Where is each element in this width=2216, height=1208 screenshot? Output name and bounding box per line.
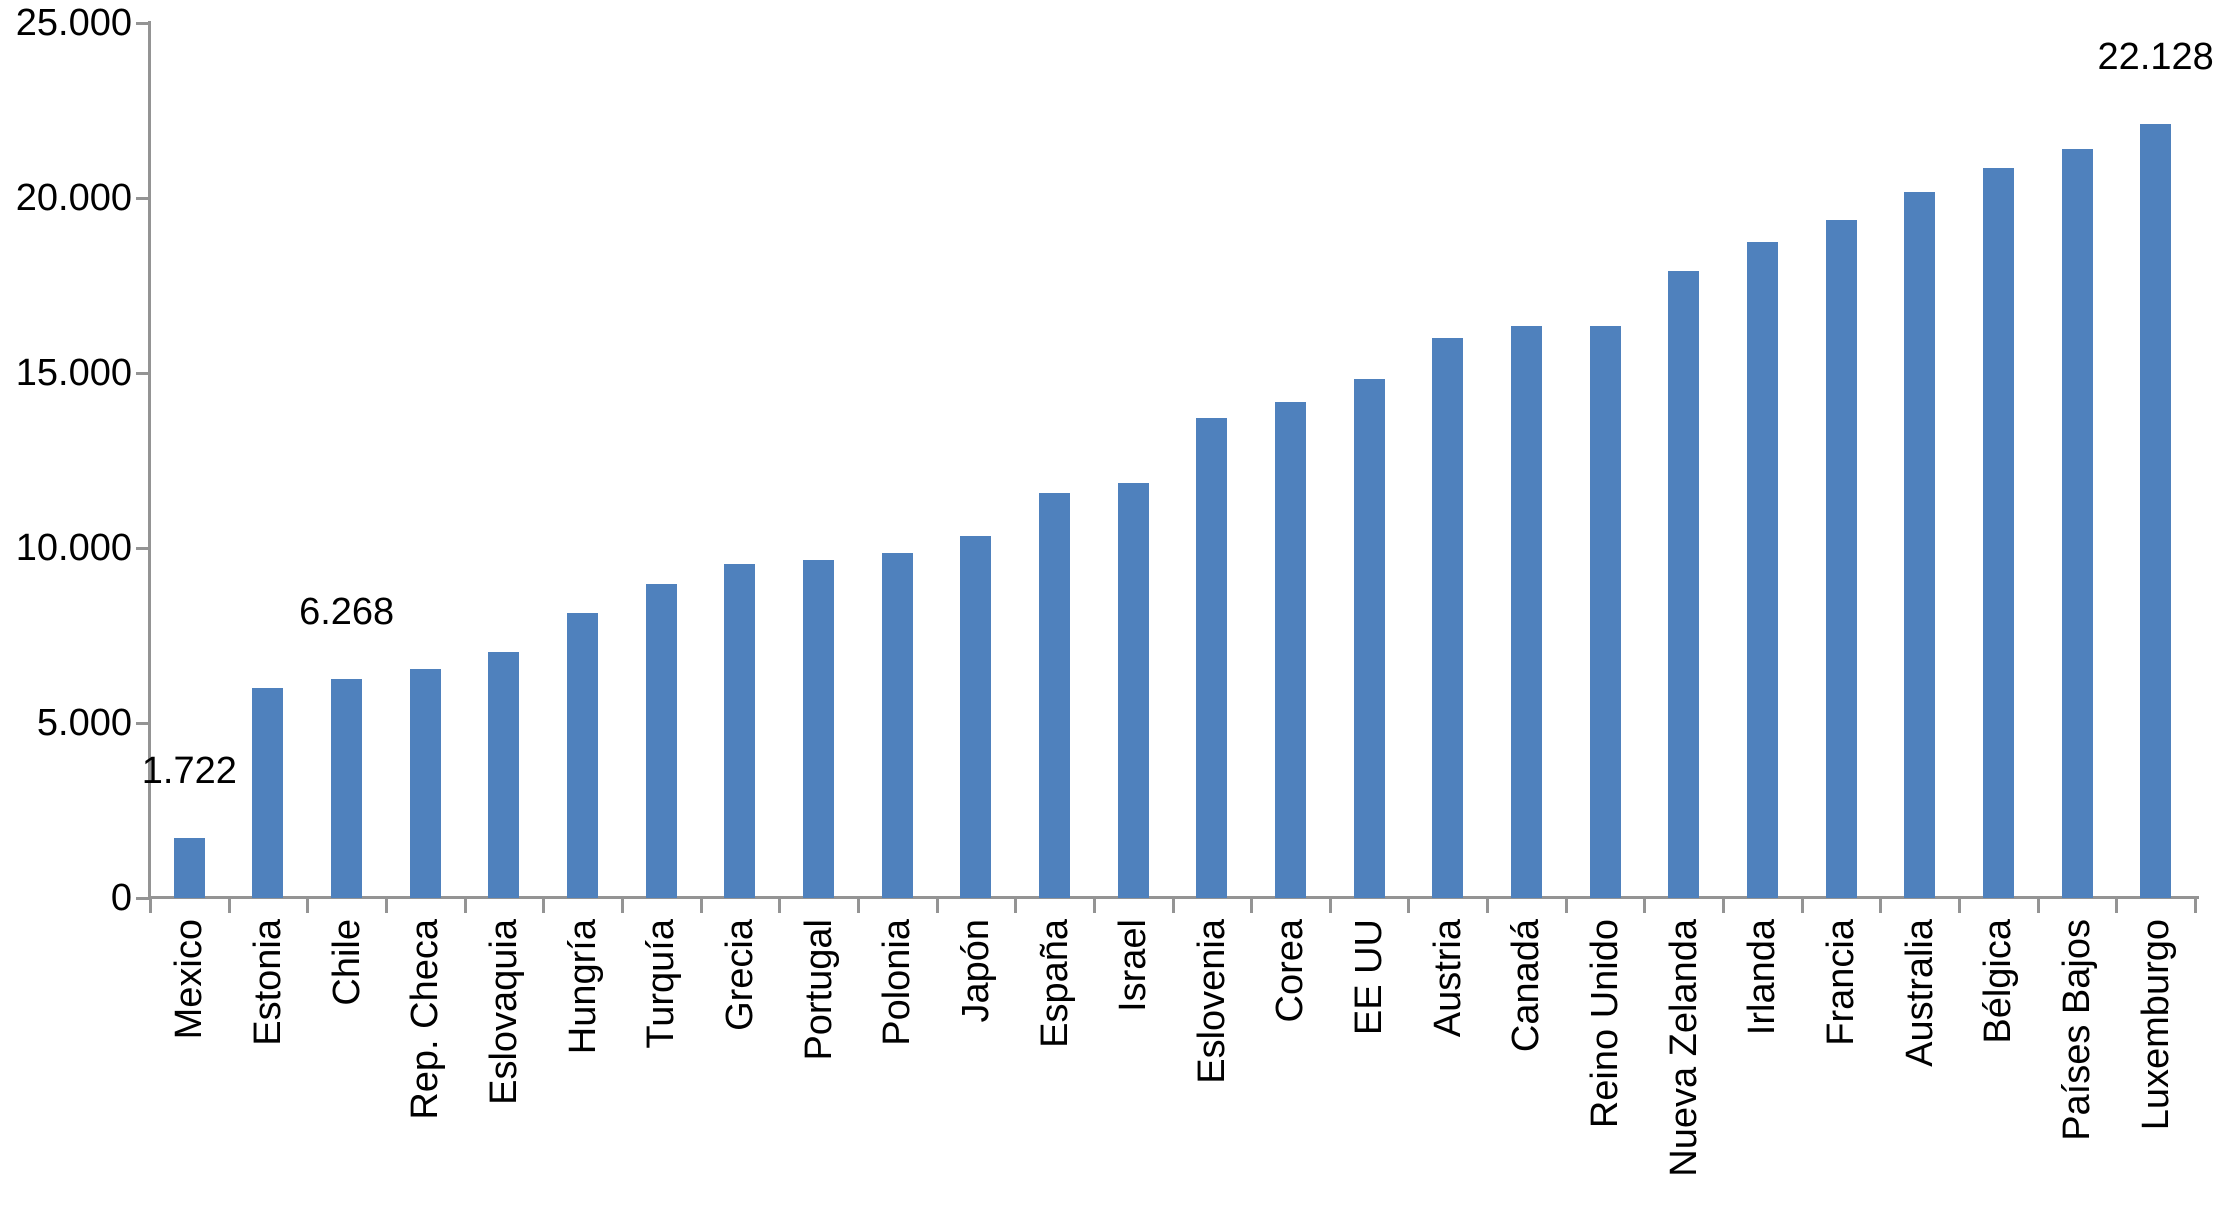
x-tick-label: Luxemburgo bbox=[2134, 919, 2177, 1131]
x-axis-tick bbox=[2115, 896, 2119, 913]
x-axis-tick bbox=[384, 896, 388, 913]
x-axis-tick bbox=[1171, 896, 1175, 913]
y-axis-tick bbox=[136, 547, 150, 550]
bar-value-label: 6.268 bbox=[299, 591, 395, 633]
bar bbox=[488, 652, 520, 898]
x-axis-tick bbox=[699, 896, 703, 913]
y-tick-label: 15.000 bbox=[15, 352, 132, 394]
y-axis-tick bbox=[136, 722, 150, 725]
x-tick-label: Hungría bbox=[561, 919, 604, 1055]
x-tick-label: Corea bbox=[1269, 919, 1312, 1023]
bar bbox=[2140, 124, 2172, 898]
y-tick-label: 20.000 bbox=[15, 177, 132, 219]
x-axis-tick bbox=[1407, 896, 1411, 913]
x-axis-tick bbox=[856, 896, 860, 913]
y-axis-tick bbox=[136, 22, 150, 25]
bar bbox=[1746, 242, 1778, 898]
bar bbox=[331, 679, 363, 898]
bar bbox=[252, 688, 284, 898]
x-axis-tick bbox=[1722, 896, 1726, 913]
x-tick-label: Reino Unido bbox=[1584, 919, 1627, 1129]
x-axis-tick bbox=[2036, 896, 2040, 913]
bar bbox=[173, 838, 205, 898]
x-tick-label: Israel bbox=[1112, 919, 1155, 1012]
x-axis-tick bbox=[227, 896, 231, 913]
x-tick-label: Polonia bbox=[876, 919, 919, 1046]
x-tick-label: Chile bbox=[325, 919, 368, 1006]
x-axis-tick bbox=[620, 896, 624, 913]
bar bbox=[1117, 483, 1149, 898]
x-axis-tick bbox=[935, 896, 939, 913]
y-axis-line bbox=[148, 21, 151, 900]
x-axis-tick bbox=[306, 896, 310, 913]
y-tick-label: 5.000 bbox=[36, 702, 132, 744]
bar bbox=[803, 560, 835, 898]
bar bbox=[1589, 326, 1621, 898]
x-axis-tick bbox=[2194, 896, 2197, 913]
x-tick-label: Eslovaquia bbox=[482, 919, 525, 1105]
x-tick-label: España bbox=[1033, 919, 1076, 1048]
bar bbox=[409, 669, 441, 898]
bar bbox=[645, 584, 677, 898]
x-tick-label: Países Bajos bbox=[2056, 919, 2099, 1141]
bar bbox=[1904, 192, 1936, 898]
x-axis-tick bbox=[149, 896, 152, 913]
bar bbox=[1825, 220, 1857, 898]
bar bbox=[881, 553, 913, 898]
x-axis-tick bbox=[542, 896, 546, 913]
bar bbox=[1432, 338, 1464, 898]
x-tick-label: Grecia bbox=[718, 919, 761, 1031]
x-tick-label: Austria bbox=[1426, 919, 1469, 1038]
x-axis-tick bbox=[1328, 896, 1332, 913]
bar bbox=[1274, 402, 1306, 898]
bar bbox=[1353, 379, 1385, 898]
x-axis-tick bbox=[1092, 896, 1096, 913]
x-axis-tick bbox=[778, 896, 782, 913]
bar-value-label: 1.722 bbox=[141, 750, 237, 792]
x-tick-label: EE UU bbox=[1348, 919, 1391, 1036]
x-tick-label: Canadá bbox=[1505, 919, 1548, 1053]
bar bbox=[724, 564, 756, 898]
y-tick-label: 10.000 bbox=[15, 527, 132, 569]
x-tick-label: Irlanda bbox=[1741, 919, 1784, 1036]
x-tick-label: Estonia bbox=[246, 919, 289, 1046]
y-tick-label: 0 bbox=[110, 877, 132, 919]
x-axis-tick bbox=[463, 896, 467, 913]
x-tick-label: Eslovenia bbox=[1190, 919, 1233, 1084]
x-axis-tick bbox=[1958, 896, 1962, 913]
x-tick-label: Turquía bbox=[640, 919, 683, 1049]
x-axis-tick bbox=[1250, 896, 1254, 913]
x-tick-label: Australia bbox=[1898, 919, 1941, 1067]
bar bbox=[567, 613, 599, 898]
bar bbox=[1196, 418, 1228, 898]
x-axis-tick bbox=[1879, 896, 1883, 913]
y-axis-tick bbox=[136, 197, 150, 200]
bar bbox=[1668, 271, 1700, 898]
bar bbox=[1039, 493, 1071, 898]
x-tick-label: Mexico bbox=[168, 919, 211, 1040]
x-tick-label: Bélgica bbox=[1977, 919, 2020, 1044]
bar-value-label: 22.128 bbox=[2097, 36, 2214, 78]
x-tick-label: Nueva Zelanda bbox=[1662, 919, 1705, 1177]
x-tick-label: Portugal bbox=[797, 919, 840, 1061]
x-axis-tick bbox=[1486, 896, 1490, 913]
y-axis-tick bbox=[136, 897, 150, 900]
x-axis-tick bbox=[1564, 896, 1568, 913]
bar bbox=[2061, 149, 2093, 898]
x-tick-label: Japón bbox=[954, 919, 997, 1023]
x-tick-label: Francia bbox=[1820, 919, 1863, 1046]
bar bbox=[1982, 168, 2014, 898]
x-axis-tick bbox=[1014, 896, 1018, 913]
y-tick-label: 25.000 bbox=[15, 2, 132, 44]
bar bbox=[960, 536, 992, 898]
x-tick-label: Rep. Checa bbox=[404, 919, 447, 1120]
y-axis-tick bbox=[136, 372, 150, 375]
x-axis-tick bbox=[1643, 896, 1647, 913]
x-axis-tick bbox=[1800, 896, 1804, 913]
bar bbox=[1510, 326, 1542, 898]
